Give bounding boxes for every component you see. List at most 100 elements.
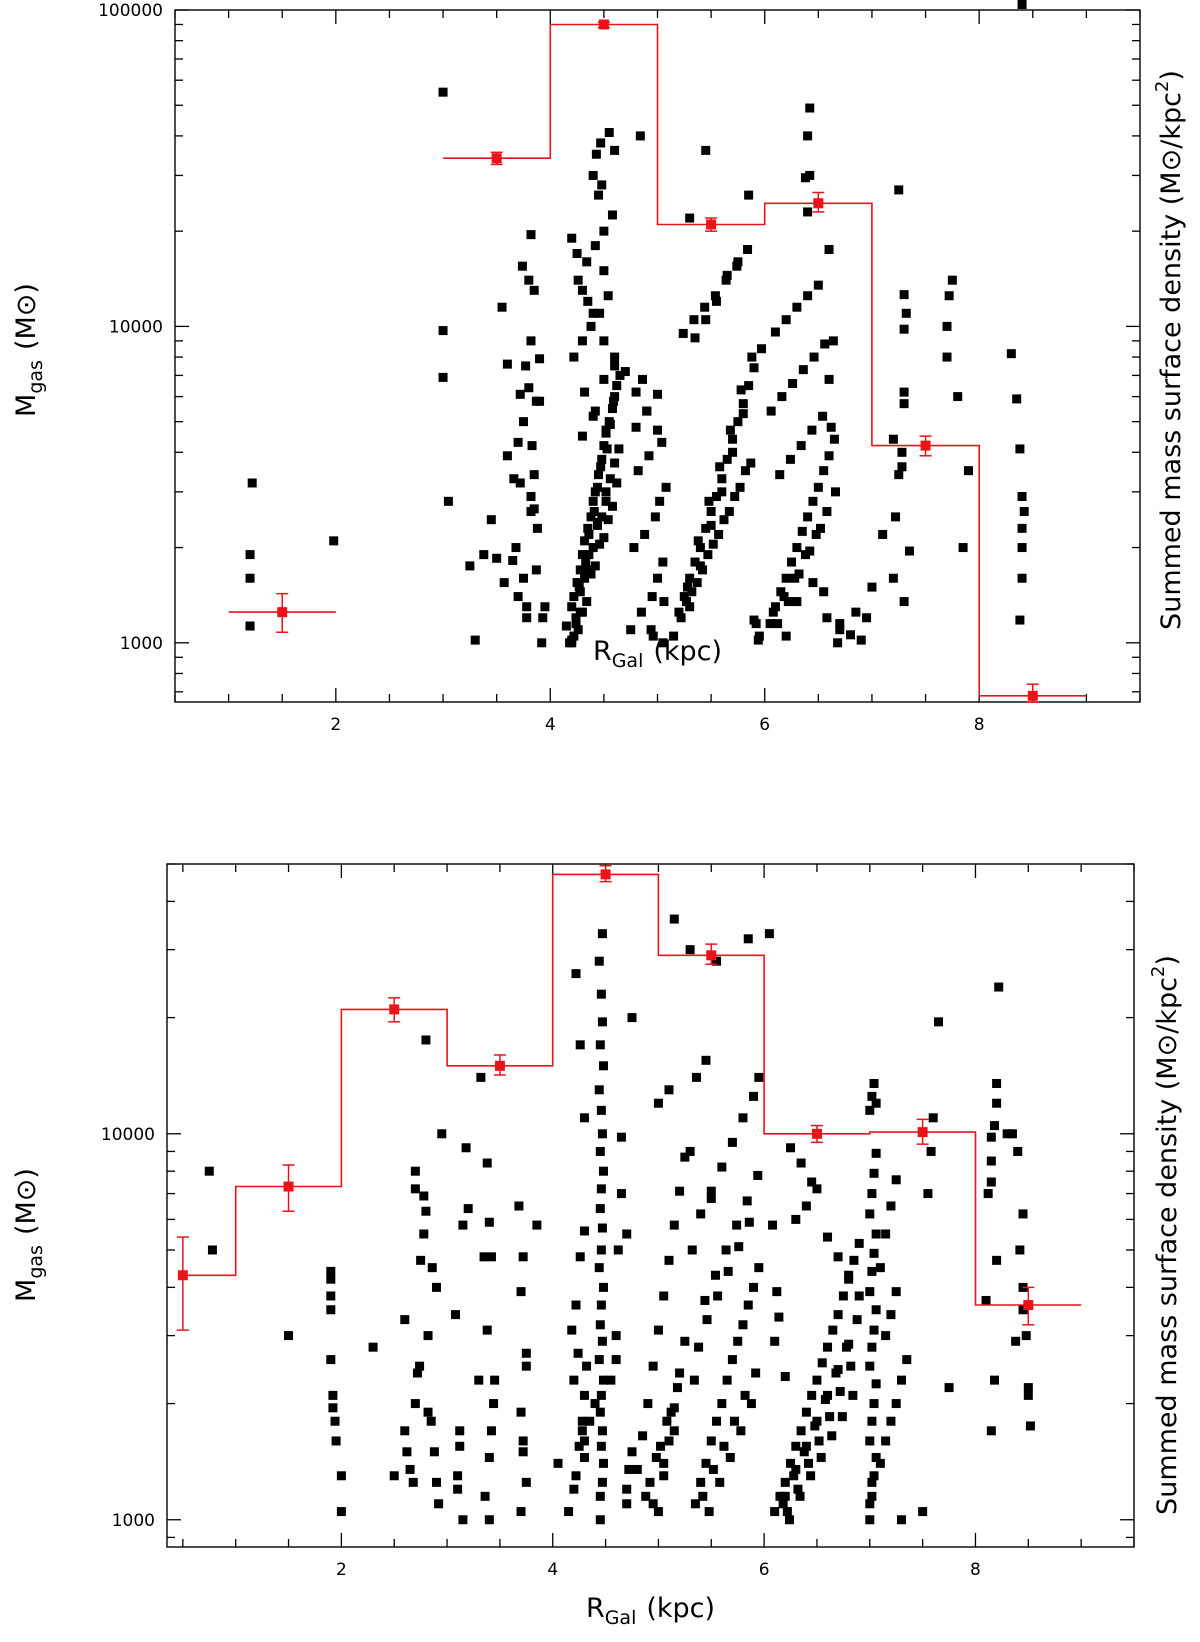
data-point	[981, 1295, 991, 1305]
data-point	[588, 411, 598, 421]
data-point	[798, 365, 808, 375]
data-point	[743, 1300, 753, 1310]
data-point	[515, 389, 525, 399]
data-point	[712, 956, 722, 966]
data-point	[672, 1383, 682, 1393]
data-point	[465, 561, 475, 571]
plot-frame	[166, 863, 1135, 1548]
data-point	[896, 1515, 906, 1525]
data-point	[822, 613, 832, 623]
data-point	[599, 533, 609, 543]
y-tick-label: 10000	[109, 317, 163, 337]
x-tick-label: 2	[330, 715, 341, 735]
data-point	[680, 1336, 690, 1346]
data-point	[389, 1471, 399, 1481]
data-point	[509, 474, 519, 484]
data-point	[599, 226, 609, 236]
data-point	[329, 536, 339, 546]
data-point	[336, 1507, 346, 1517]
data-point	[455, 1441, 465, 1451]
data-point	[899, 387, 909, 397]
data-point	[862, 613, 872, 623]
data-point	[502, 359, 512, 369]
data-point	[728, 434, 738, 444]
data-point	[605, 419, 615, 429]
data-point	[434, 1499, 444, 1509]
data-point	[685, 573, 695, 583]
data-point	[867, 582, 877, 592]
data-point	[653, 1325, 663, 1335]
data-point	[479, 550, 489, 560]
data-point	[622, 1229, 632, 1239]
data-point	[794, 569, 804, 579]
summed-density-point	[811, 1128, 822, 1139]
data-point	[869, 1399, 879, 1409]
data-point	[791, 1441, 801, 1451]
data-point	[803, 207, 813, 217]
data-point	[492, 553, 502, 563]
data-point	[402, 1447, 412, 1457]
data-point	[595, 1320, 605, 1330]
data-point	[886, 1416, 896, 1426]
data-point	[518, 573, 528, 583]
data-point	[789, 1471, 799, 1481]
data-point	[517, 261, 527, 271]
data-point	[899, 324, 909, 334]
data-point	[567, 638, 577, 648]
data-point	[738, 409, 748, 419]
data-point	[768, 1220, 778, 1230]
data-point	[740, 466, 750, 476]
data-point	[865, 1499, 875, 1509]
data-point	[824, 374, 834, 384]
data-point	[595, 1407, 605, 1417]
data-point	[532, 1220, 542, 1230]
data-point	[538, 613, 548, 623]
data-point	[431, 1477, 441, 1487]
data-point	[597, 929, 607, 939]
data-point	[597, 1426, 607, 1436]
data-point	[408, 1477, 418, 1487]
data-point	[800, 173, 810, 183]
data-point	[851, 607, 861, 617]
data-point	[693, 536, 703, 546]
data-point	[646, 625, 656, 635]
data-point	[958, 543, 968, 553]
data-point	[597, 1017, 607, 1027]
data-point	[725, 1452, 735, 1462]
data-point	[992, 1098, 1002, 1108]
data-point	[585, 1416, 595, 1426]
data-point	[871, 1305, 881, 1315]
data-point	[642, 406, 652, 416]
data-point	[595, 539, 605, 549]
data-point	[609, 396, 619, 406]
data-point	[678, 328, 688, 338]
data-point	[826, 422, 836, 432]
data-point	[421, 1206, 431, 1216]
data-point	[1023, 1383, 1033, 1393]
data-point	[715, 462, 725, 472]
data-point	[766, 406, 776, 416]
data-point	[852, 1315, 862, 1325]
data-point	[659, 1291, 669, 1301]
data-point	[486, 1426, 496, 1436]
summed-density-point	[389, 1004, 400, 1015]
data-point	[902, 1355, 912, 1365]
data-point	[989, 1375, 999, 1385]
data-point	[899, 597, 909, 607]
data-point	[595, 308, 605, 318]
data-point	[596, 1390, 606, 1400]
data-point	[926, 1146, 936, 1156]
y-axis-right-label: Summed mass surface density (M⊙/kpc2)	[1152, 70, 1187, 630]
data-point	[710, 1270, 720, 1280]
data-point	[284, 1331, 294, 1341]
data-point	[415, 1361, 425, 1371]
data-point	[774, 1312, 784, 1322]
data-point	[702, 1315, 712, 1325]
data-point	[733, 257, 743, 267]
data-point	[701, 315, 711, 325]
data-point	[770, 327, 780, 337]
data-point	[582, 597, 592, 607]
summed-density-point	[283, 1181, 294, 1192]
data-point	[626, 625, 636, 635]
data-point	[928, 1113, 938, 1123]
